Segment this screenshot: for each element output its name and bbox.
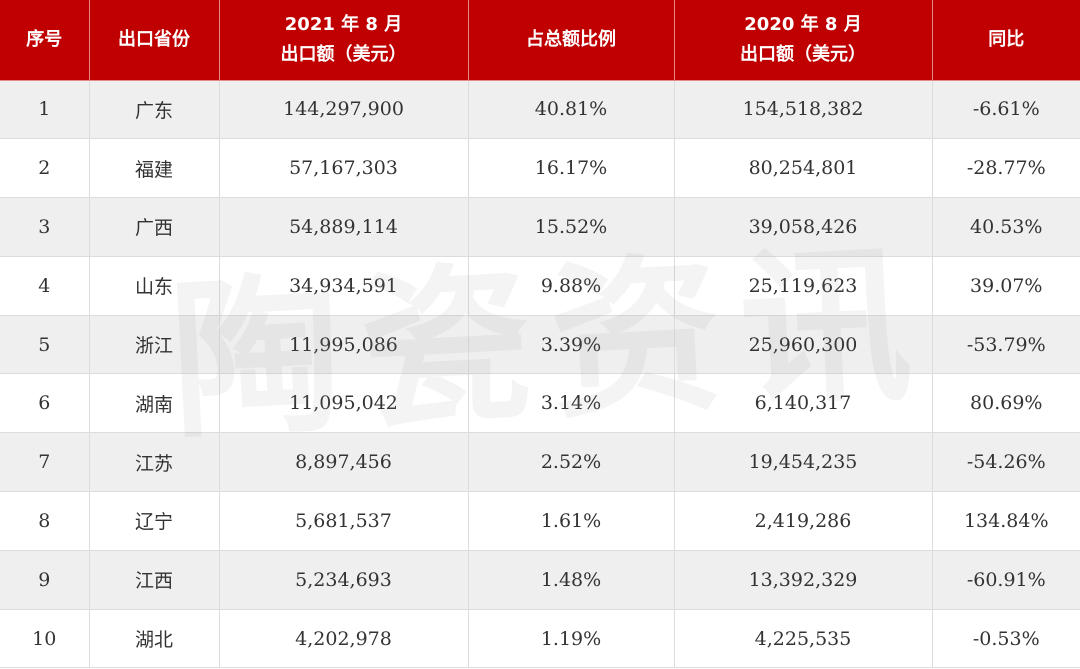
cell-province: 江西 [89, 550, 220, 610]
cell-share: 1.61% [468, 491, 675, 551]
cell-share: 15.52% [468, 197, 675, 257]
cell-export-2021: 11,095,042 [219, 373, 469, 434]
header-rank: 序号 [0, 0, 90, 81]
cell-yoy: 40.53% [932, 197, 1080, 257]
cell-share: 40.81% [468, 80, 675, 140]
cell-export-2020: 25,960,300 [674, 315, 933, 375]
cell-yoy: -60.91% [932, 550, 1080, 610]
table-row: 8 辽宁 5,681,537 1.61% 2,419,286 134.84% [0, 491, 1080, 551]
cell-export-2020: 13,392,329 [674, 550, 933, 610]
cell-rank: 1 [0, 80, 90, 140]
header-province: 出口省份 [89, 0, 220, 81]
table-row: 3 广西 54,889,114 15.52% 39,058,426 40.53% [0, 197, 1080, 257]
cell-share: 3.14% [468, 373, 675, 434]
cell-export-2021: 54,889,114 [219, 197, 469, 257]
cell-share: 1.48% [468, 550, 675, 610]
table-row: 4 山东 34,934,591 9.88% 25,119,623 39.07% [0, 256, 1080, 316]
cell-export-2020: 6,140,317 [674, 373, 933, 434]
cell-province: 湖北 [89, 609, 220, 669]
table-row: 6 湖南 11,095,042 3.14% 6,140,317 80.69% [0, 373, 1080, 434]
cell-yoy: -6.61% [932, 80, 1080, 140]
cell-rank: 5 [0, 315, 90, 375]
cell-rank: 2 [0, 138, 90, 199]
cell-province: 广西 [89, 197, 220, 257]
cell-province: 浙江 [89, 315, 220, 375]
table-row: 1 广东 144,297,900 40.81% 154,518,382 -6.6… [0, 80, 1080, 140]
cell-rank: 10 [0, 609, 90, 669]
table-row: 7 江苏 8,897,456 2.52% 19,454,235 -54.26% [0, 432, 1080, 493]
header-share: 占总额比例 [468, 0, 675, 81]
table-header-row: 序号 出口省份 2021 年 8 月 出口额（美元） 占总额比例 2020 年 … [0, 0, 1080, 81]
cell-export-2021: 5,681,537 [219, 491, 469, 551]
table-row: 2 福建 57,167,303 16.17% 80,254,801 -28.77… [0, 138, 1080, 199]
cell-province: 江苏 [89, 432, 220, 493]
cell-yoy: 134.84% [932, 491, 1080, 551]
cell-export-2020: 39,058,426 [674, 197, 933, 257]
cell-province: 山东 [89, 256, 220, 316]
cell-share: 1.19% [468, 609, 675, 669]
cell-province: 广东 [89, 80, 220, 140]
cell-yoy: 39.07% [932, 256, 1080, 316]
cell-rank: 6 [0, 373, 90, 434]
cell-share: 3.39% [468, 315, 675, 375]
cell-share: 2.52% [468, 432, 675, 493]
cell-province: 辽宁 [89, 491, 220, 551]
cell-export-2021: 4,202,978 [219, 609, 469, 669]
cell-export-2021: 34,934,591 [219, 256, 469, 316]
cell-yoy: -54.26% [932, 432, 1080, 493]
cell-export-2021: 11,995,086 [219, 315, 469, 375]
cell-export-2020: 19,454,235 [674, 432, 933, 493]
cell-yoy: -28.77% [932, 138, 1080, 199]
cell-export-2021: 57,167,303 [219, 138, 469, 199]
cell-yoy: -0.53% [932, 609, 1080, 669]
header-yoy: 同比 [932, 0, 1080, 81]
cell-share: 16.17% [468, 138, 675, 199]
cell-rank: 3 [0, 197, 90, 257]
cell-yoy: 80.69% [932, 373, 1080, 434]
cell-export-2020: 4,225,535 [674, 609, 933, 669]
cell-share: 9.88% [468, 256, 675, 316]
table-row: 5 浙江 11,995,086 3.39% 25,960,300 -53.79% [0, 315, 1080, 375]
table-row: 10 湖北 4,202,978 1.19% 4,225,535 -0.53% [0, 609, 1080, 669]
cell-export-2020: 154,518,382 [674, 80, 933, 140]
cell-rank: 7 [0, 432, 90, 493]
cell-rank: 9 [0, 550, 90, 610]
cell-export-2020: 25,119,623 [674, 256, 933, 316]
cell-rank: 8 [0, 491, 90, 551]
cell-export-2021: 144,297,900 [219, 80, 469, 140]
cell-export-2021: 5,234,693 [219, 550, 469, 610]
table-row: 9 江西 5,234,693 1.48% 13,392,329 -60.91% [0, 550, 1080, 610]
header-export-2020: 2020 年 8 月 出口额（美元） [674, 0, 933, 81]
cell-export-2020: 80,254,801 [674, 138, 933, 199]
cell-export-2020: 2,419,286 [674, 491, 933, 551]
header-export-2021: 2021 年 8 月 出口额（美元） [219, 0, 469, 81]
cell-yoy: -53.79% [932, 315, 1080, 375]
cell-export-2021: 8,897,456 [219, 432, 469, 493]
cell-rank: 4 [0, 256, 90, 316]
cell-province: 福建 [89, 138, 220, 199]
cell-province: 湖南 [89, 373, 220, 434]
